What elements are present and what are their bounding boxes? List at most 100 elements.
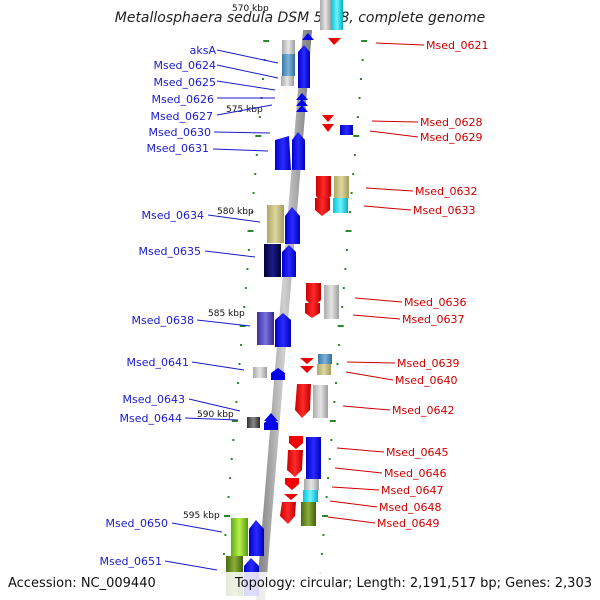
gene-arrow-forward[interactable]: [264, 413, 278, 421]
gene-feature[interactable]: [324, 285, 339, 319]
gene-arrow-forward[interactable]: [302, 33, 314, 40]
tick-mark: [356, 116, 359, 118]
gene-arrow-forward[interactable]: [264, 418, 278, 430]
gene-label[interactable]: Msed_0651: [100, 555, 162, 568]
gene-feature[interactable]: [317, 364, 331, 375]
gene-arrow-reverse[interactable]: [289, 436, 303, 449]
tick-mark: [322, 534, 325, 536]
gene-arrow-reverse[interactable]: [322, 115, 334, 122]
gene-label[interactable]: Msed_0643: [123, 393, 185, 406]
gene-label[interactable]: Msed_0642: [392, 404, 454, 417]
gene-label[interactable]: Msed_0639: [397, 357, 459, 370]
gene-feature[interactable]: [264, 244, 281, 277]
gene-arrow-forward[interactable]: [275, 313, 291, 347]
gene-feature[interactable]: [267, 205, 284, 243]
gene-feature[interactable]: [282, 40, 295, 54]
gene-arrow-reverse[interactable]: [300, 366, 314, 373]
tick-mark: [240, 344, 243, 346]
gene-label[interactable]: Msed_0626: [152, 93, 214, 106]
gene-arrow-reverse[interactable]: [287, 450, 303, 477]
gene-label[interactable]: Msed_0624: [154, 59, 216, 72]
gene-label[interactable]: Msed_0646: [384, 467, 446, 480]
gene-feature[interactable]: [231, 518, 248, 556]
gene-label[interactable]: Msed_0631: [147, 142, 209, 155]
gene-label[interactable]: Msed_0628: [420, 116, 482, 129]
gene-arrow-forward[interactable]: [296, 93, 308, 100]
gene-feature[interactable]: [303, 490, 318, 502]
gene-feature[interactable]: [282, 54, 295, 76]
gene-label[interactable]: Msed_0647: [381, 484, 443, 497]
tick-mark: [262, 78, 264, 80]
gene-feature[interactable]: [306, 437, 321, 479]
gene-arrow-reverse[interactable]: [316, 176, 331, 204]
gene-arrow-reverse[interactable]: [284, 494, 298, 500]
gene-feature[interactable]: [334, 176, 349, 198]
kbp-label: 590 kbp: [197, 410, 234, 420]
gene-arrow-reverse[interactable]: [328, 38, 341, 45]
gene-feature[interactable]: [340, 125, 353, 135]
gene-arrow-reverse[interactable]: [285, 478, 299, 490]
gene-arrow-reverse[interactable]: [300, 358, 314, 364]
gene-arrow-reverse[interactable]: [305, 303, 320, 318]
tick-mark: [237, 382, 239, 384]
tick-mark: [325, 496, 328, 498]
gene-label[interactable]: Msed_0650: [106, 517, 168, 530]
kbp-label: 580 kbp: [217, 207, 254, 217]
gene-label[interactable]: Msed_0640: [395, 374, 457, 387]
gene-arrow-reverse[interactable]: [315, 198, 330, 216]
gene-arrow-reverse[interactable]: [322, 124, 334, 132]
gene-label[interactable]: Msed_0644: [120, 412, 182, 425]
tick-mark: [345, 230, 352, 232]
gene-label[interactable]: Msed_0621: [426, 39, 488, 52]
gene-feature[interactable]: [313, 385, 328, 418]
tick-mark: [360, 78, 362, 80]
right-gene-labels: Msed_0621 Msed_0628 Msed_0629 Msed_0632 …: [377, 39, 488, 530]
leader-lines: [164, 42, 425, 571]
gene-label[interactable]: Msed_0632: [415, 185, 477, 198]
gene-feature[interactable]: [304, 479, 319, 490]
tick-mark: [252, 192, 255, 194]
gene-arrow-forward[interactable]: [285, 207, 300, 244]
gene-arrow-forward[interactable]: [249, 520, 264, 556]
tick-mark: [238, 363, 241, 365]
gene-arrow-forward[interactable]: [296, 99, 308, 106]
gene-label[interactable]: Msed_0638: [132, 314, 194, 327]
tick-mark: [231, 420, 238, 422]
gene-arrow-reverse[interactable]: [295, 384, 311, 418]
gene-feature[interactable]: [331, 0, 343, 30]
gene-label[interactable]: aksA: [190, 44, 217, 57]
gene-label[interactable]: Msed_0641: [127, 356, 189, 369]
gene-label[interactable]: Msed_0636: [404, 296, 466, 309]
gene-feature[interactable]: [318, 354, 332, 364]
gene-arrow-forward[interactable]: [275, 136, 291, 170]
gene-feature[interactable]: [301, 502, 316, 526]
gene-feature[interactable]: [281, 76, 294, 86]
gene-arrow-reverse[interactable]: [280, 502, 296, 524]
gene-arrow-forward[interactable]: [296, 105, 308, 112]
gene-feature[interactable]: [247, 417, 260, 428]
tick-mark: [328, 458, 331, 460]
gene-arrow-forward[interactable]: [292, 132, 305, 170]
kbp-label: 595 kbp: [183, 511, 220, 521]
gene-label[interactable]: Msed_0648: [379, 501, 441, 514]
gene-feature[interactable]: [253, 367, 267, 378]
gene-label[interactable]: Msed_0627: [151, 110, 213, 123]
gene-label[interactable]: Msed_0630: [149, 126, 211, 139]
gene-label[interactable]: Msed_0629: [420, 131, 482, 144]
gene-label[interactable]: Msed_0634: [142, 209, 204, 222]
gene-feature[interactable]: [257, 312, 274, 345]
gene-arrow-forward[interactable]: [282, 245, 296, 277]
gene-label[interactable]: Msed_0625: [154, 76, 216, 89]
gene-label[interactable]: Msed_0635: [139, 245, 201, 258]
gene-arrow-reverse[interactable]: [306, 283, 321, 307]
gene-label[interactable]: Msed_0637: [402, 313, 464, 326]
gene-arrow-forward[interactable]: [298, 45, 310, 88]
gene-label[interactable]: Msed_0645: [386, 446, 448, 459]
tick-mark: [338, 344, 341, 346]
gene-feature[interactable]: [320, 0, 331, 30]
gene-feature[interactable]: [333, 198, 348, 213]
gene-label[interactable]: Msed_0633: [413, 204, 475, 217]
gene-label[interactable]: Msed_0649: [377, 517, 439, 530]
tick-mark: [337, 325, 344, 327]
gene-arrow-forward[interactable]: [271, 368, 285, 380]
